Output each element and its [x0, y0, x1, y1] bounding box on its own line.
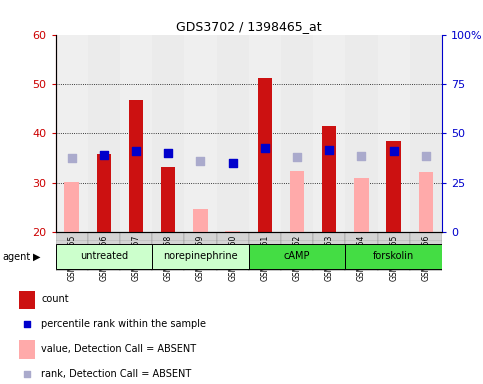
Bar: [322, 126, 337, 232]
Point: [23, 371, 31, 377]
Bar: [354, 178, 369, 232]
Bar: [19, 341, 35, 359]
Point: [229, 161, 237, 167]
Bar: [152, 232, 185, 241]
Bar: [216, 232, 249, 271]
Bar: [249, 244, 345, 269]
Bar: [19, 291, 35, 310]
Bar: [249, 35, 281, 232]
Text: ▶: ▶: [33, 252, 41, 262]
Bar: [386, 141, 401, 232]
Text: untreated: untreated: [80, 251, 128, 261]
Bar: [152, 35, 185, 232]
Bar: [345, 232, 378, 241]
Point: [164, 150, 172, 156]
Bar: [129, 100, 143, 232]
Text: norepinephrine: norepinephrine: [163, 251, 238, 261]
Bar: [56, 232, 88, 241]
Point: [422, 152, 430, 159]
Bar: [97, 154, 111, 232]
Bar: [345, 232, 378, 271]
Point: [23, 321, 31, 327]
Bar: [88, 35, 120, 232]
Text: percentile rank within the sample: percentile rank within the sample: [41, 319, 206, 329]
Point: [390, 148, 398, 154]
Bar: [281, 35, 313, 232]
Bar: [56, 232, 88, 271]
Bar: [345, 35, 378, 232]
Point: [326, 147, 333, 153]
Bar: [120, 35, 152, 232]
Text: count: count: [41, 294, 69, 304]
Bar: [257, 78, 272, 232]
Point: [261, 145, 269, 151]
Bar: [249, 232, 281, 241]
Bar: [64, 182, 79, 232]
Point: [357, 152, 365, 159]
Bar: [120, 232, 152, 241]
Bar: [410, 232, 442, 241]
Bar: [161, 167, 175, 232]
Bar: [419, 172, 433, 232]
Bar: [56, 244, 152, 269]
Bar: [152, 244, 249, 269]
Bar: [120, 232, 152, 271]
Bar: [56, 35, 88, 232]
Bar: [226, 231, 240, 232]
Bar: [185, 232, 216, 271]
Bar: [345, 244, 442, 269]
Point: [293, 154, 301, 160]
Title: GDS3702 / 1398465_at: GDS3702 / 1398465_at: [176, 20, 322, 33]
Bar: [378, 232, 410, 241]
Text: value, Detection Call = ABSENT: value, Detection Call = ABSENT: [41, 344, 196, 354]
Bar: [281, 232, 313, 241]
Bar: [410, 35, 442, 232]
Text: agent: agent: [2, 252, 30, 262]
Bar: [313, 35, 345, 232]
Point: [197, 158, 204, 164]
Bar: [216, 35, 249, 232]
Bar: [216, 232, 249, 241]
Bar: [249, 232, 281, 271]
Bar: [410, 232, 442, 271]
Bar: [185, 232, 216, 241]
Bar: [88, 232, 120, 241]
Bar: [313, 232, 345, 241]
Bar: [378, 232, 410, 271]
Bar: [88, 232, 120, 271]
Bar: [290, 170, 304, 232]
Text: rank, Detection Call = ABSENT: rank, Detection Call = ABSENT: [41, 369, 191, 379]
Point: [132, 148, 140, 154]
Bar: [313, 232, 345, 271]
Bar: [378, 35, 410, 232]
Text: forskolin: forskolin: [373, 251, 414, 261]
Text: cAMP: cAMP: [284, 251, 310, 261]
Bar: [152, 232, 185, 271]
Point: [100, 152, 108, 158]
Bar: [193, 209, 208, 232]
Bar: [185, 35, 216, 232]
Bar: [281, 232, 313, 271]
Point: [68, 155, 75, 161]
